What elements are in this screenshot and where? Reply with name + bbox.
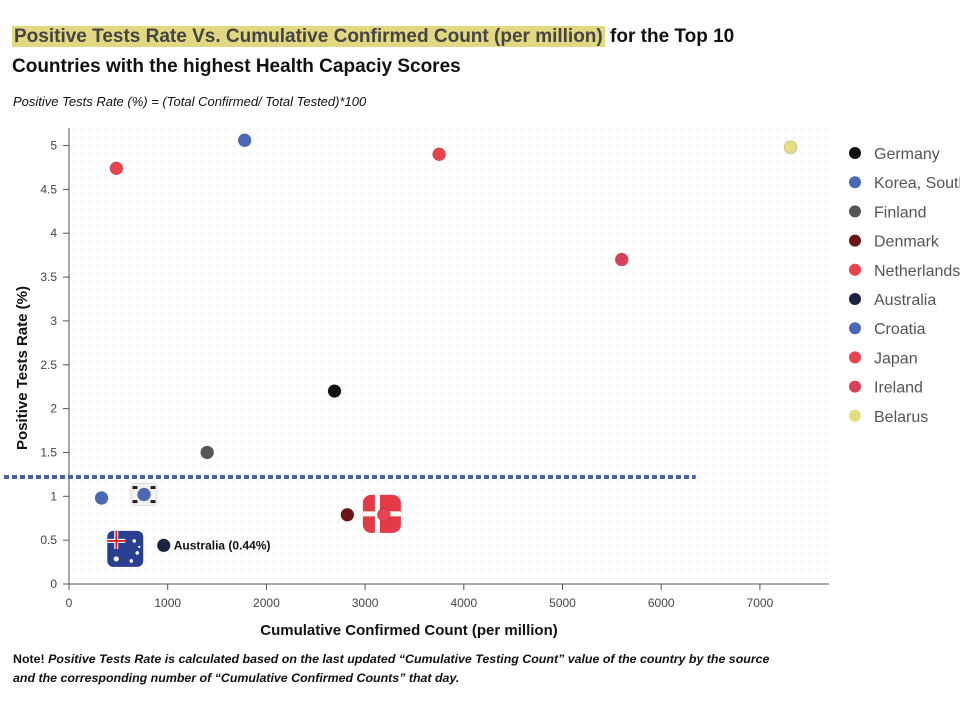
x-tick-label: 5000 (549, 596, 576, 610)
point-belarus (784, 141, 797, 154)
legend-marker-australia (849, 293, 861, 305)
point-finland (201, 446, 214, 459)
korea-flag-trigram (151, 500, 156, 503)
australia-flag-star (135, 551, 139, 555)
y-tick-label: 0.5 (40, 533, 57, 547)
plot-background (69, 128, 829, 584)
legend-marker-netherlands (849, 264, 861, 276)
x-tick-label: 0 (66, 596, 73, 610)
point-ireland (615, 253, 628, 266)
australia-flag-star (114, 556, 119, 561)
x-axis-title: Cumulative Confirmed Count (per million) (260, 622, 558, 639)
point-australia (157, 539, 170, 552)
korea-flag-trigram (133, 486, 138, 489)
legend-marker-denmark (849, 235, 861, 247)
note-lead: Note! (13, 652, 45, 666)
y-tick-label: 4 (50, 226, 57, 240)
legend-marker-finland (849, 205, 861, 217)
point-annotation: Australia (0.44%) (174, 538, 271, 552)
point-germany (328, 385, 341, 398)
legend-label-japan: Japan (874, 350, 918, 367)
point-netherlands (110, 162, 123, 175)
x-tick-label: 4000 (450, 596, 477, 610)
y-tick-label: 1.5 (40, 445, 57, 459)
x-tick-label: 1000 (154, 596, 181, 610)
point-netherlands (433, 148, 446, 161)
korea-flag-trigram (151, 486, 156, 489)
x-tick-label: 6000 (648, 596, 675, 610)
australia-flag (107, 531, 143, 567)
legend-marker-japan (849, 351, 861, 363)
legend-label-croatia: Croatia (874, 321, 926, 338)
legend-marker-croatia (849, 322, 861, 334)
point-denmark (341, 508, 354, 521)
point-croatia (138, 488, 151, 501)
y-axis-title: Positive Tests Rate (%) (14, 286, 31, 450)
y-tick-label: 3.5 (40, 270, 57, 284)
legend-label-korea-south: Korea, South (874, 175, 960, 192)
legend-label-belarus: Belarus (874, 409, 928, 426)
legend-label-denmark: Denmark (874, 234, 940, 251)
y-tick-label: 0 (50, 577, 57, 591)
legend-label-ireland: Ireland (874, 380, 923, 397)
x-tick-label: 2000 (253, 596, 280, 610)
legend-marker-korea-south (849, 176, 861, 188)
legend: Germany Korea, South Finland Denmark Netherl… (849, 146, 960, 426)
point-korea-south (95, 492, 108, 505)
y-tick-label: 4.5 (40, 182, 57, 196)
y-tick-label: 5 (50, 139, 57, 153)
legend-label-australia: Australia (874, 292, 936, 309)
legend-label-netherlands: Netherlands (874, 263, 960, 280)
point-japan (377, 508, 390, 521)
y-tick-label: 2.5 (40, 358, 57, 372)
point-korea-south (238, 134, 251, 147)
australia-flag-star (129, 559, 133, 563)
y-tick-label: 2 (50, 402, 57, 416)
legend-marker-ireland (849, 381, 861, 393)
chart-note: Note! Positive Tests Rate is calculated … (13, 650, 793, 688)
legend-label-finland: Finland (874, 204, 926, 221)
korea-flag-trigram (133, 500, 138, 503)
australia-flag-star (132, 539, 136, 543)
x-tick-label: 3000 (352, 596, 379, 610)
legend-marker-belarus (849, 410, 861, 422)
australia-flag-field (107, 531, 143, 567)
y-tick-label: 3 (50, 314, 57, 328)
australia-flag-star (138, 546, 140, 548)
legend-marker-germany (849, 147, 861, 159)
note-text: Positive Tests Rate is calculated based … (13, 652, 769, 685)
y-tick-label: 1 (50, 489, 57, 503)
legend-label-germany: Germany (874, 146, 940, 163)
x-tick-label: 7000 (747, 596, 774, 610)
